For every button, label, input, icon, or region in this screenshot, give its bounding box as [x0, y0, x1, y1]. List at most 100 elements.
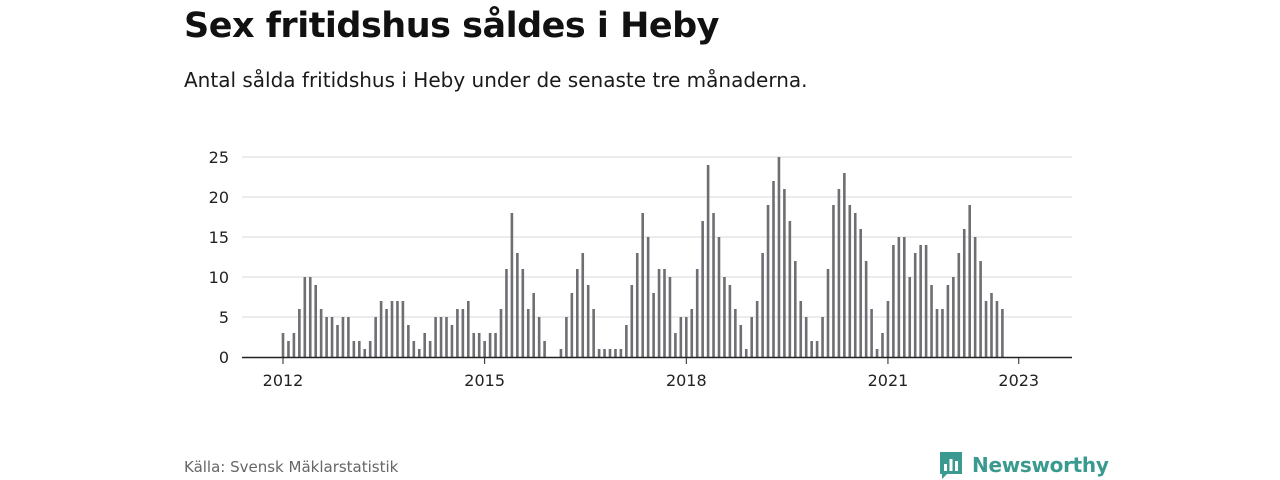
- bar-81: [723, 277, 726, 357]
- bar-23: [407, 325, 410, 357]
- bar-53: [570, 293, 574, 357]
- bar-73: [679, 317, 683, 357]
- x-tick-label-2021: 2021: [868, 371, 909, 390]
- y-tick-label-25: 25: [209, 148, 229, 167]
- bar-39: [494, 333, 497, 357]
- bar-80: [717, 237, 721, 357]
- bar-125: [962, 229, 966, 357]
- bar-7: [319, 309, 323, 357]
- bar-123: [952, 277, 955, 357]
- bar-30: [445, 317, 448, 357]
- bar-36: [477, 333, 481, 357]
- bar-132: [1001, 309, 1004, 357]
- bar-108: [870, 309, 873, 357]
- bar-102: [837, 189, 841, 357]
- bar-51: [559, 349, 563, 357]
- bar-27: [428, 341, 432, 357]
- newsworthy-logo[interactable]: Newsworthy: [938, 450, 1109, 480]
- bar-16: [368, 341, 372, 357]
- bar-33: [461, 309, 465, 357]
- bars: [281, 157, 1004, 357]
- bar-128: [979, 261, 982, 357]
- data-labels: 6: [1019, 0, 1030, 5]
- bar-92: [783, 189, 786, 357]
- bar-63: [625, 325, 628, 357]
- bar-101: [832, 205, 835, 357]
- bar-116: [913, 253, 917, 357]
- newsworthy-logo-icon: [940, 452, 962, 479]
- bar-38: [488, 333, 492, 357]
- bar-44: [521, 269, 525, 357]
- bar-5: [308, 277, 312, 357]
- bar-20: [390, 301, 394, 357]
- bar-31: [450, 325, 454, 357]
- bar-25: [417, 349, 421, 357]
- bar-10: [336, 325, 339, 357]
- y-tick-label-15: 15: [209, 228, 229, 247]
- bar-93: [788, 221, 792, 357]
- bar-110: [881, 333, 884, 357]
- bar-106: [859, 229, 862, 357]
- bar-98: [815, 341, 819, 357]
- bar-131: [995, 301, 999, 357]
- bar-32: [456, 309, 459, 357]
- x-tick-label-2018: 2018: [666, 371, 707, 390]
- bar-21: [396, 301, 399, 357]
- bar-14: [358, 341, 361, 357]
- bar-129: [984, 301, 988, 357]
- bar-107: [864, 261, 868, 357]
- bar-89: [766, 205, 770, 357]
- bar-124: [957, 253, 961, 357]
- bar-75: [690, 309, 694, 357]
- bar-chart: 0 5 10 15 20 25 2012 2015 2018 2021 2023 6: [209, 0, 1072, 390]
- bar-61: [614, 349, 617, 357]
- bar-76: [695, 269, 699, 357]
- newsworthy-logo-text: Newsworthy: [972, 453, 1109, 477]
- y-tick-label-20: 20: [209, 188, 229, 207]
- bar-28: [434, 317, 437, 357]
- bar-52: [565, 317, 568, 357]
- bar-0: [281, 333, 285, 357]
- bar-126: [968, 205, 971, 357]
- bar-2: [292, 333, 296, 357]
- bar-66: [641, 213, 644, 357]
- bar-29: [439, 317, 443, 357]
- bar-48: [543, 341, 546, 357]
- bar-97: [810, 341, 813, 357]
- bar-46: [532, 293, 535, 357]
- bar-56: [586, 285, 590, 357]
- bar-103: [843, 173, 846, 357]
- bar-24: [412, 341, 416, 357]
- bar-115: [908, 277, 912, 357]
- bar-8: [325, 317, 328, 357]
- bar-1: [287, 341, 290, 357]
- bar-9: [330, 317, 334, 357]
- bar-77: [701, 221, 704, 357]
- bar-69: [657, 269, 661, 357]
- bar-35: [472, 333, 476, 357]
- bar-79: [712, 213, 715, 357]
- bar-111: [886, 301, 890, 357]
- bar-70: [663, 269, 666, 357]
- bar-62: [619, 349, 623, 357]
- bar-114: [903, 237, 906, 357]
- bar-117: [919, 245, 922, 357]
- bar-127: [973, 237, 977, 357]
- bar-65: [635, 253, 639, 357]
- y-tick-label-0: 0: [219, 348, 229, 367]
- x-tick-label-2023: 2023: [998, 371, 1039, 390]
- highlight-value-label: 6: [1019, 0, 1030, 5]
- bar-58: [597, 349, 601, 357]
- x-axis-ticks: 2012 2015 2018 2021 2023: [263, 357, 1039, 390]
- bar-19: [385, 309, 388, 357]
- bar-83: [734, 309, 737, 357]
- bar-11: [341, 317, 345, 357]
- bar-37: [483, 341, 486, 357]
- bar-112: [892, 245, 895, 357]
- bar-60: [608, 349, 612, 357]
- bar-64: [630, 285, 634, 357]
- bar-67: [646, 237, 650, 357]
- bar-109: [875, 349, 879, 357]
- bar-26: [423, 333, 426, 357]
- bar-84: [739, 325, 743, 357]
